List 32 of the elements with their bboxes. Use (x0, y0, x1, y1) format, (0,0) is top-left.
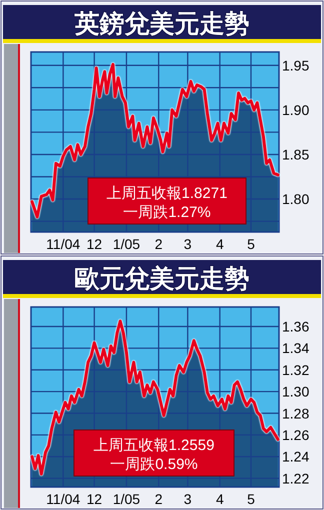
x-tick-label: 12 (86, 491, 102, 507)
y-tick-label: 1.32 (282, 362, 310, 378)
x-tick-label: 11/04 (46, 236, 80, 252)
annotation: 上周五收報1.2559 (94, 437, 214, 454)
y-tick-label: 1.80 (282, 191, 310, 208)
x-tick-label: 4 (216, 236, 224, 252)
y-tick-label: 1.30 (282, 384, 310, 400)
y-tick-label: 1.85 (282, 146, 310, 162)
y-tick-label: 1.95 (282, 57, 310, 74)
annotation: 上周五收報1.8271 (106, 185, 228, 202)
chart-title: 歐元兌美元走勢 (74, 265, 250, 293)
y-tick-label: 1.22 (282, 470, 310, 486)
x-tick-label: 5 (247, 236, 256, 252)
y-tick-label: 1.24 (282, 448, 310, 465)
chart-title: 英鎊兌美元走勢 (74, 10, 250, 38)
x-tick-label: 12 (86, 236, 102, 252)
y-tick-label: 1.36 (282, 318, 310, 335)
annotation: 一周跌0.59% (110, 456, 198, 473)
y-tick-label: 1.34 (282, 340, 310, 356)
x-tick-label: 3 (184, 236, 192, 252)
x-tick-label: 3 (184, 491, 192, 507)
x-tick-label: 5 (247, 491, 256, 507)
annotation: 一周跌1.27% (123, 204, 211, 221)
x-tick-label: 1/05 (112, 236, 140, 252)
x-tick-label: 1/05 (112, 491, 140, 507)
y-tick-label: 1.28 (282, 405, 310, 422)
x-tick-label: 11/04 (46, 491, 80, 507)
y-tick-label: 1.90 (282, 102, 310, 118)
x-tick-label: 2 (154, 491, 163, 507)
x-tick-label: 4 (216, 491, 224, 507)
y-tick-label: 1.26 (282, 426, 310, 443)
x-tick-label: 2 (154, 236, 163, 252)
